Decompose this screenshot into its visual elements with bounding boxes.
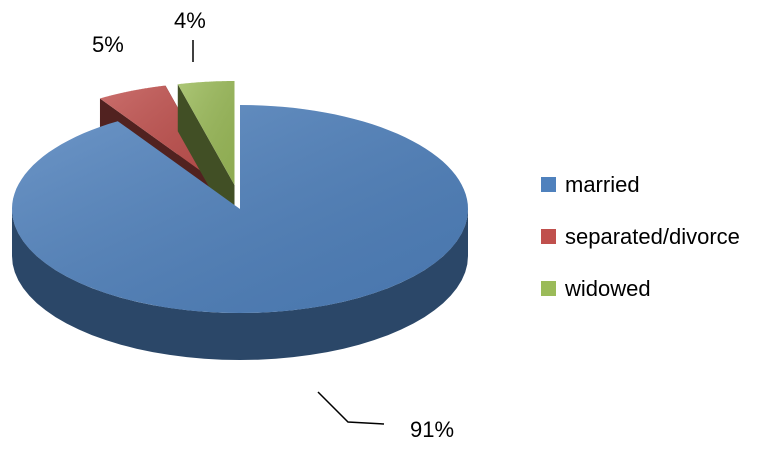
slice-top-shine — [177, 81, 235, 185]
legend-item-widowed: widowed — [541, 272, 740, 305]
legend: married separated/divorce widowed — [541, 168, 740, 324]
slice-top-shine — [100, 85, 223, 187]
legend-item-married: married — [541, 168, 740, 201]
legend-item-separated-divorce: separated/divorce — [541, 220, 740, 253]
legend-swatch-separated-divorce — [541, 229, 556, 244]
data-label-married: 91% — [410, 417, 454, 442]
legend-label-married: married — [565, 171, 640, 197]
data-label-widowed: 4% — [174, 8, 206, 33]
data-label-separated-divorce: 5% — [92, 32, 124, 57]
pie-slice-married — [12, 105, 468, 360]
slice-top-shine — [12, 105, 468, 313]
data-label-leader-line — [317, 391, 385, 425]
legend-label-separated-divorce: separated/divorce — [565, 223, 740, 249]
slice-outer-wall — [12, 209, 468, 360]
legend-label-widowed: widowed — [565, 275, 651, 301]
legend-swatch-married — [541, 177, 556, 192]
legend-swatch-widowed — [541, 281, 556, 296]
